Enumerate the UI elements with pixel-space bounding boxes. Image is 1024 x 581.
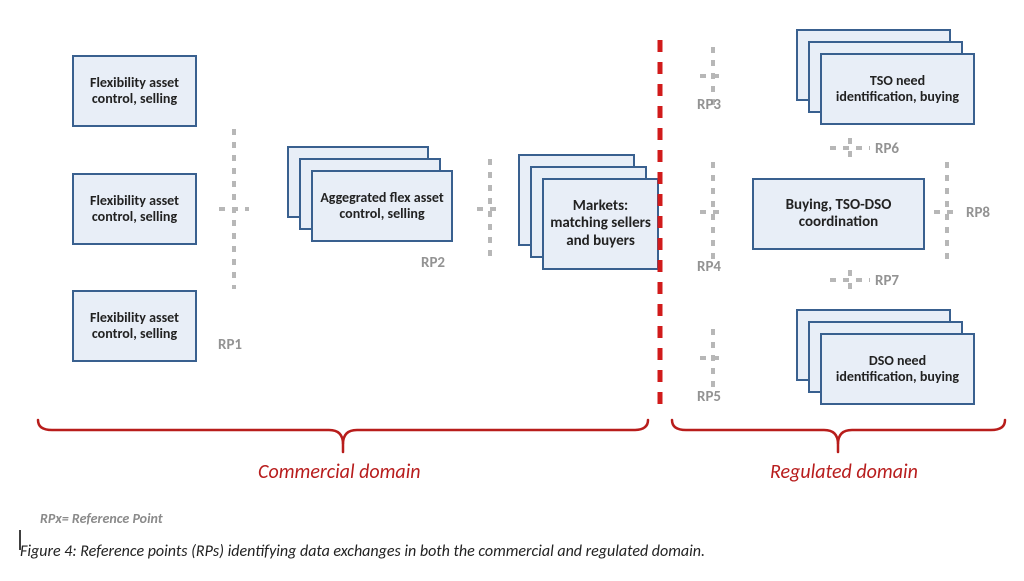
node-flex3: Flexibility asset control, selling (72, 290, 197, 362)
node-flex1: Flexibility asset control, selling (72, 55, 197, 127)
label-rp8: RP8 (966, 204, 990, 222)
node-tso: TSO need identification, buying (820, 53, 975, 125)
label-rp1: RP1 (218, 336, 242, 354)
node-coordination: Buying, TSO-DSO coordination (752, 178, 925, 250)
label-rp6: RP6 (875, 140, 899, 158)
label-regulated-domain: Regulated domain (770, 460, 918, 484)
label-rp2: RP2 (421, 254, 445, 272)
label-rp4: RP4 (697, 258, 721, 276)
legend-rpx: RPx= Reference Point (40, 510, 163, 527)
node-markets: Markets: matching sellers and buyers (542, 178, 659, 270)
label-rp3: RP3 (697, 96, 721, 114)
node-flex2: Flexibility asset control, selling (72, 173, 197, 245)
label-rp5: RP5 (697, 388, 721, 406)
node-dso: DSO need identification, buying (820, 333, 975, 405)
figure-caption: Figure 4: Reference points (RPs) identif… (20, 542, 705, 561)
label-rp7: RP7 (875, 272, 899, 290)
node-aggregated: Aggegrated flex asset control, selling (311, 170, 453, 242)
label-commercial-domain: Commercial domain (258, 460, 421, 484)
